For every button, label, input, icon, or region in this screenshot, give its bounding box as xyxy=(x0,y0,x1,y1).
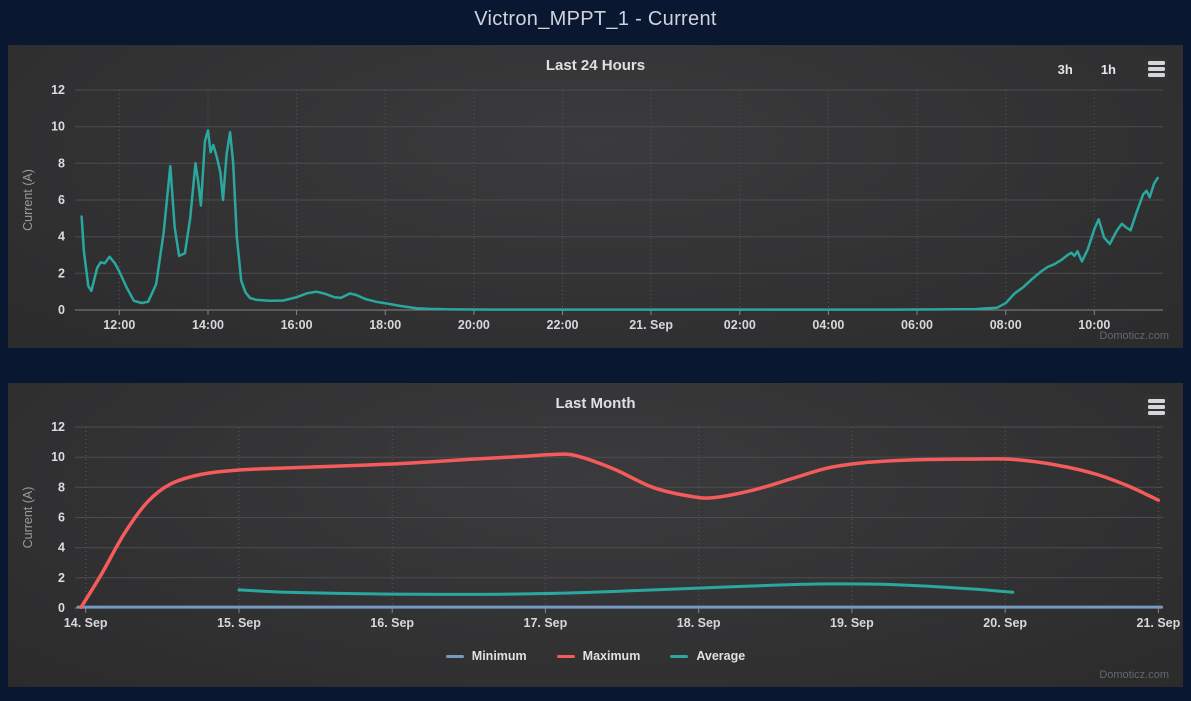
context-menu-button[interactable] xyxy=(1144,395,1168,419)
svg-text:4: 4 xyxy=(58,230,65,244)
svg-text:12: 12 xyxy=(51,420,65,434)
svg-text:8: 8 xyxy=(58,480,65,494)
svg-text:18. Sep: 18. Sep xyxy=(677,616,721,630)
last-month-chart[interactable]: 0 2 4 6 8 10 12 14. Sep 15. Sep 16. Sep 17. Sep 18.… xyxy=(8,383,1183,687)
chart-controls: 3h 1h xyxy=(1058,57,1168,81)
svg-text:12:00: 12:00 xyxy=(103,318,135,332)
hamburger-icon xyxy=(1147,61,1165,65)
average-line-swatch xyxy=(670,654,689,658)
svg-text:18:00: 18:00 xyxy=(369,318,401,332)
svg-text:6: 6 xyxy=(58,193,65,207)
svg-text:2: 2 xyxy=(58,266,65,280)
domoticz-watermark: Domoticz.com xyxy=(1099,330,1169,342)
page-title: Victron_MPPT_1 - Current xyxy=(474,7,717,30)
hamburger-icon xyxy=(1147,399,1165,403)
svg-text:21. Sep: 21. Sep xyxy=(1137,616,1181,630)
svg-text:12: 12 xyxy=(51,83,65,97)
legend-item-average[interactable]: Average xyxy=(670,649,745,663)
svg-text:10: 10 xyxy=(51,120,65,134)
svg-text:17. Sep: 17. Sep xyxy=(524,616,568,630)
svg-text:20. Sep: 20. Sep xyxy=(983,616,1027,630)
page-header: Victron_MPPT_1 - Current xyxy=(0,0,1191,38)
legend-label: Maximum xyxy=(582,649,641,663)
svg-text:0: 0 xyxy=(58,303,65,317)
legend-label: Minimum xyxy=(471,649,527,663)
chart-panel-last-month: 0 2 4 6 8 10 12 14. Sep 15. Sep 16. Sep 17. Sep 18.… xyxy=(8,383,1183,687)
maximum-line-swatch xyxy=(556,654,575,658)
svg-text:2: 2 xyxy=(58,571,65,585)
svg-text:06:00: 06:00 xyxy=(901,318,933,332)
svg-text:16:00: 16:00 xyxy=(281,318,313,332)
svg-text:20:00: 20:00 xyxy=(458,318,490,332)
legend-item-minimum[interactable]: Minimum xyxy=(445,649,527,663)
svg-text:08:00: 08:00 xyxy=(990,318,1022,332)
svg-text:6: 6 xyxy=(58,511,65,525)
chart-controls xyxy=(1144,395,1168,419)
svg-text:14. Sep: 14. Sep xyxy=(64,616,108,630)
legend: Minimum Maximum Average xyxy=(8,649,1183,663)
range-button-1h[interactable]: 1h xyxy=(1100,61,1116,77)
svg-text:8: 8 xyxy=(58,156,65,170)
svg-text:0: 0 xyxy=(58,601,65,615)
svg-text:02:00: 02:00 xyxy=(724,318,756,332)
last-24-hours-chart[interactable]: 0 2 4 6 8 10 12 12:00 14:00 16:00 18:00 20:00 22:00 2… xyxy=(8,45,1183,348)
svg-text:10:00: 10:00 xyxy=(1078,318,1110,332)
minimum-line-swatch xyxy=(445,654,464,658)
svg-text:14:00: 14:00 xyxy=(192,318,224,332)
chart-title-last-month: Last Month xyxy=(555,395,636,412)
svg-text:Current (A): Current (A) xyxy=(21,169,35,231)
svg-text:10: 10 xyxy=(51,450,65,464)
svg-text:22:00: 22:00 xyxy=(547,318,579,332)
svg-text:Current (A): Current (A) xyxy=(21,487,35,549)
chart-panel-last-24-hours: 0 2 4 6 8 10 12 12:00 14:00 16:00 18:00 20:00 22:00 2… xyxy=(8,45,1183,348)
legend-item-maximum[interactable]: Maximum xyxy=(556,649,641,663)
chart-title-last-24-hours: Last 24 Hours xyxy=(545,57,646,74)
svg-text:04:00: 04:00 xyxy=(812,318,844,332)
context-menu-button[interactable] xyxy=(1144,57,1168,81)
svg-text:4: 4 xyxy=(58,541,65,555)
domoticz-watermark: Domoticz.com xyxy=(1099,669,1169,681)
legend-label: Average xyxy=(696,649,746,663)
range-button-3h[interactable]: 3h xyxy=(1057,61,1073,77)
svg-text:15. Sep: 15. Sep xyxy=(217,616,261,630)
svg-text:19. Sep: 19. Sep xyxy=(830,616,874,630)
svg-text:21. Sep: 21. Sep xyxy=(629,318,673,332)
svg-text:16. Sep: 16. Sep xyxy=(370,616,414,630)
